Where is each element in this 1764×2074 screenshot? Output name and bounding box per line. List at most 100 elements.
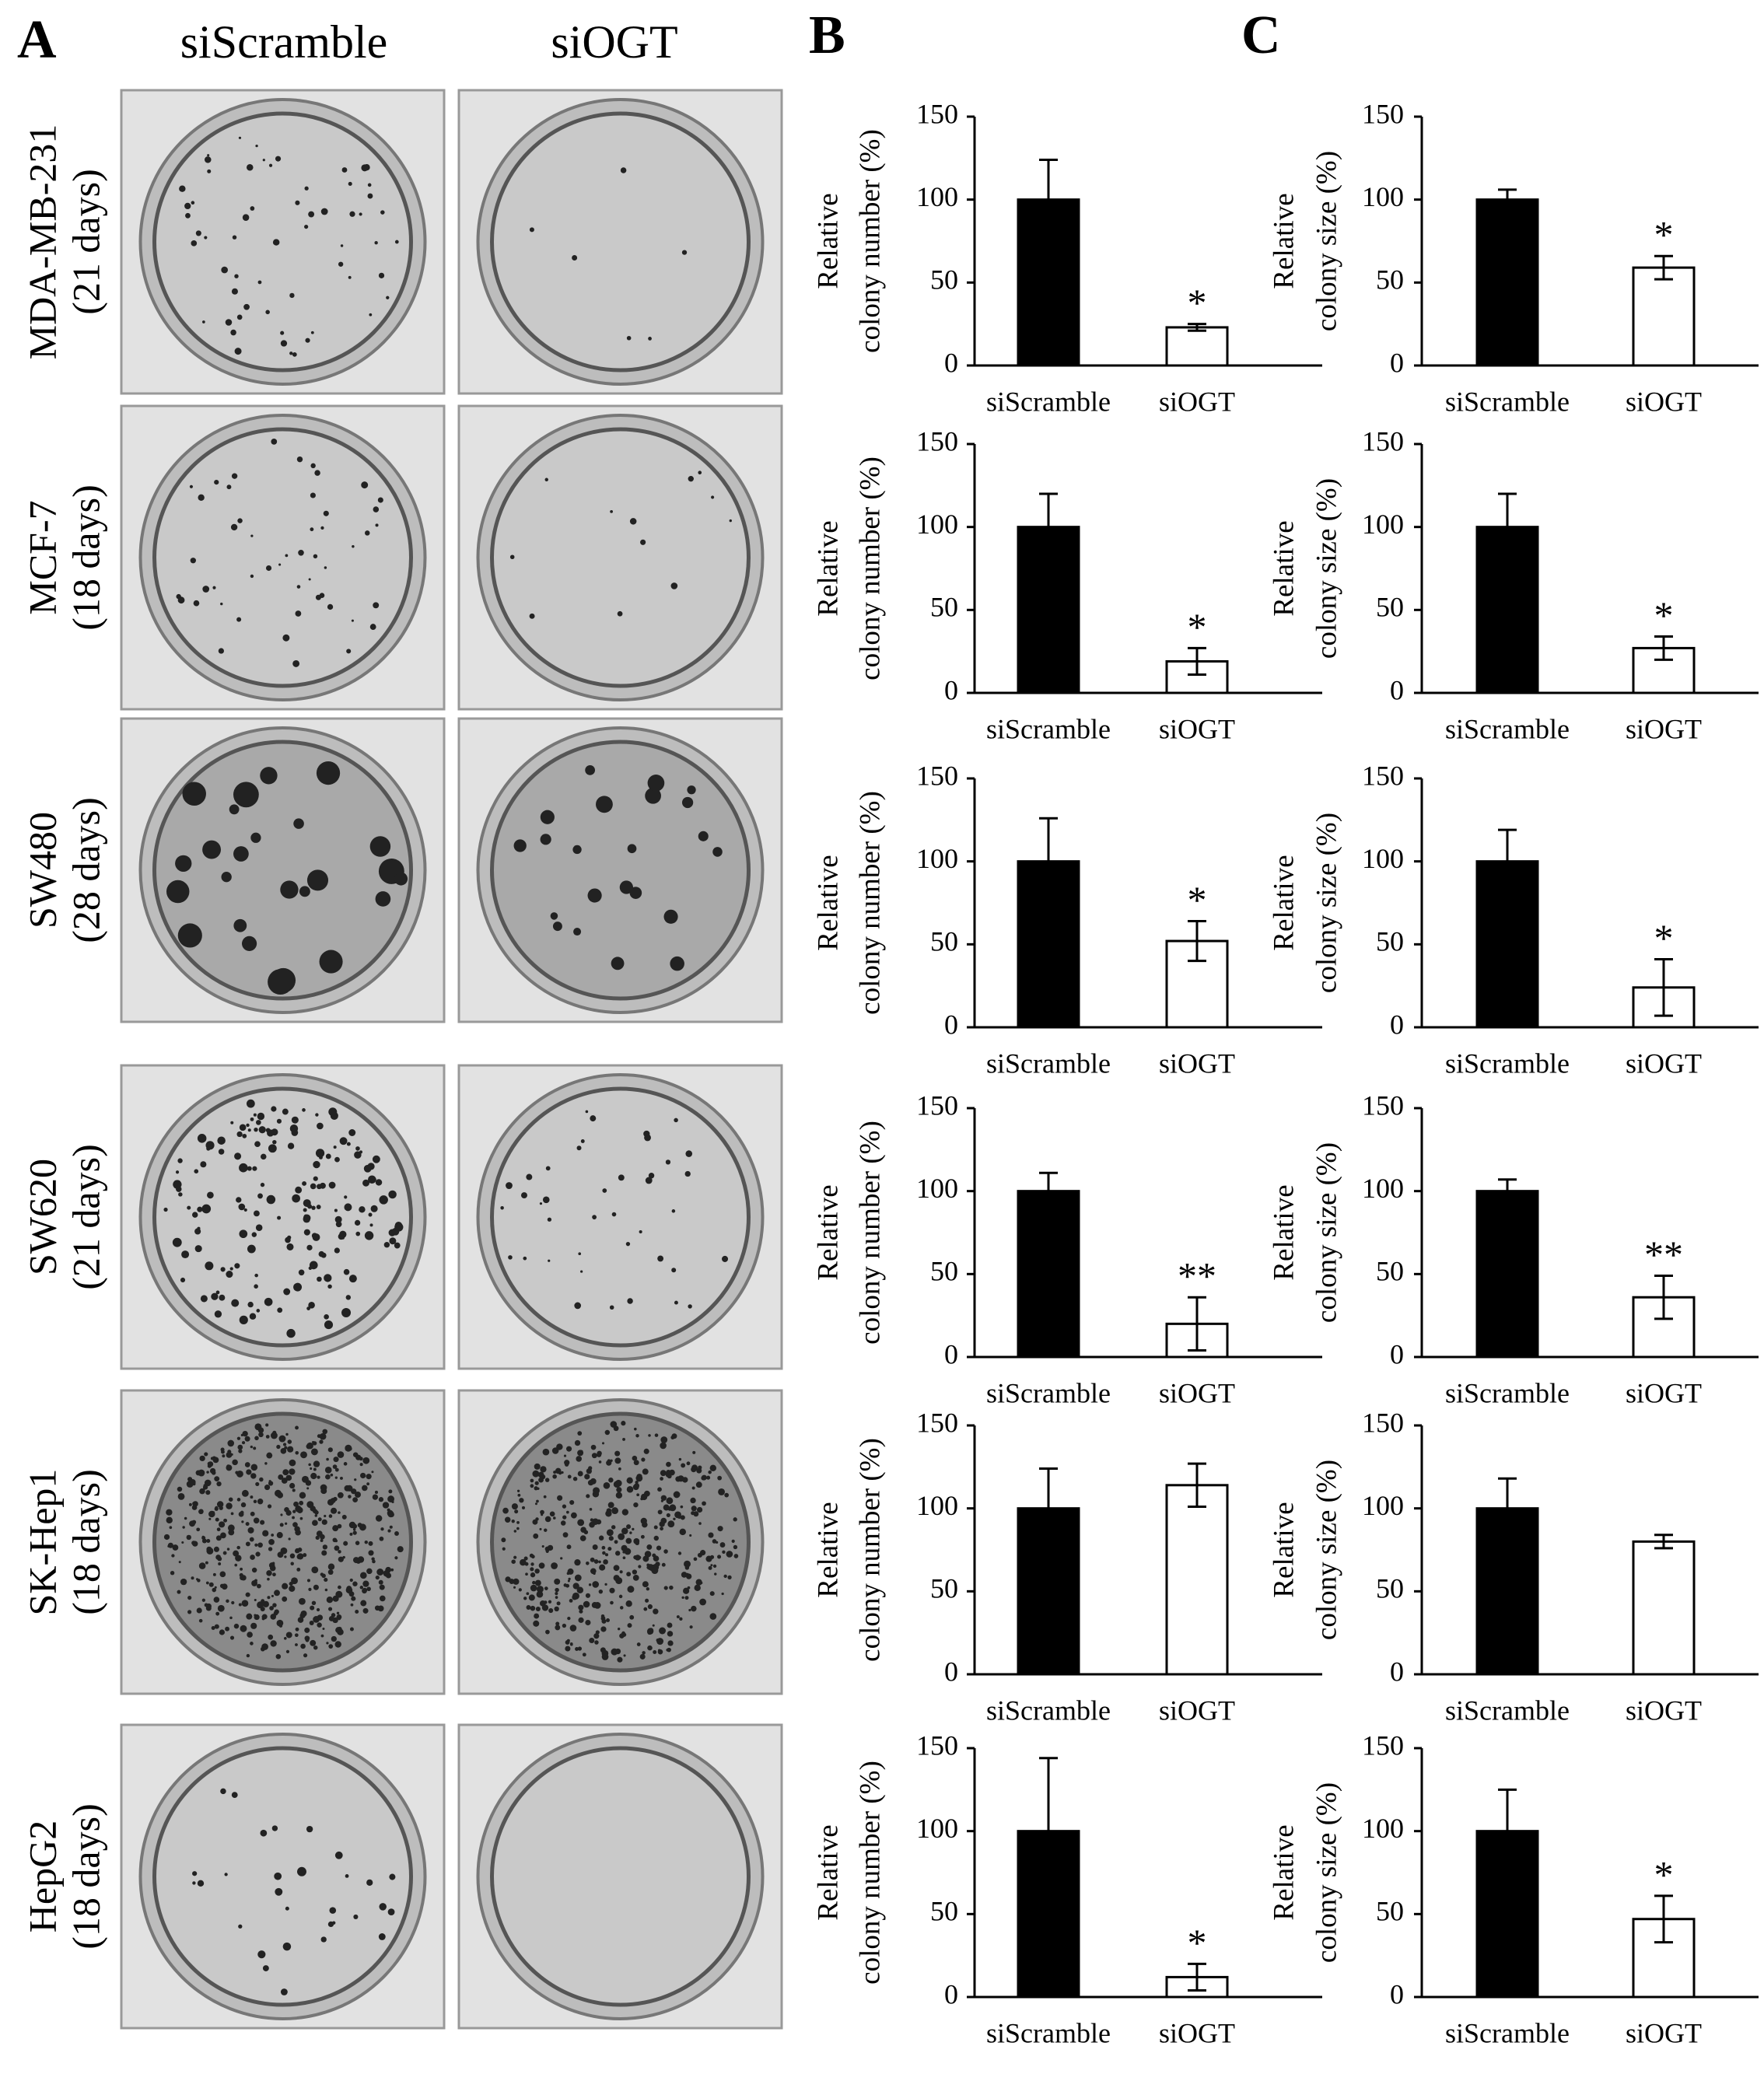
- colony: [686, 1461, 691, 1466]
- colony: [373, 602, 380, 609]
- colony: [629, 887, 642, 899]
- y-axis-label: Relative: [812, 520, 844, 616]
- x-tick-label: siOGT: [1626, 386, 1702, 417]
- colony: [374, 1490, 379, 1495]
- colony: [653, 1535, 659, 1541]
- colony: [328, 1107, 338, 1117]
- colony: [196, 1607, 202, 1614]
- colony: [554, 1606, 559, 1612]
- colony: [219, 1294, 226, 1301]
- colony: [250, 1473, 257, 1479]
- colony: [324, 566, 327, 569]
- colony: [313, 1460, 320, 1467]
- colony: [644, 1490, 650, 1497]
- colony: [282, 1596, 288, 1602]
- row-label: (28 days): [64, 797, 107, 943]
- colony: [229, 804, 240, 815]
- colony: [517, 1493, 521, 1497]
- colony: [699, 1598, 706, 1606]
- colony: [602, 1551, 606, 1555]
- colony: [260, 767, 278, 785]
- colony: [254, 1141, 261, 1148]
- significance-label: *: [1654, 593, 1674, 637]
- colony: [289, 1482, 296, 1489]
- colony: [230, 329, 236, 336]
- colony: [170, 1571, 175, 1576]
- colony: [291, 1129, 299, 1136]
- colony: [292, 1488, 296, 1492]
- colony: [569, 1598, 573, 1603]
- colony: [729, 519, 732, 523]
- colony: [625, 1537, 632, 1544]
- colony: [593, 1559, 599, 1564]
- row-label: (18 days): [64, 1803, 107, 1949]
- colony: [708, 1532, 714, 1538]
- y-tick-label: 50: [930, 1896, 958, 1927]
- bar: [1632, 1540, 1696, 1676]
- colony: [308, 1302, 315, 1309]
- colony: [598, 1560, 601, 1564]
- colony: [310, 1448, 318, 1456]
- colony: [177, 1492, 185, 1500]
- colony: [529, 613, 535, 619]
- colony: [234, 1563, 238, 1567]
- colony: [679, 1617, 683, 1621]
- colony: [533, 1533, 539, 1539]
- colony: [220, 1532, 226, 1539]
- colony: [573, 928, 582, 936]
- colony: [245, 1541, 250, 1547]
- colony: [717, 1475, 723, 1481]
- colony: [289, 292, 295, 299]
- colony: [618, 1467, 621, 1471]
- colony: [218, 1562, 222, 1565]
- colony: [222, 1551, 227, 1555]
- y-tick-label: 100: [916, 843, 958, 874]
- colony: [234, 1263, 240, 1269]
- y-tick-label: 0: [1390, 1656, 1404, 1687]
- colony: [255, 1481, 260, 1487]
- colony: [588, 1466, 593, 1471]
- colony: [285, 1474, 292, 1481]
- colony: [562, 1515, 567, 1520]
- colony: [246, 1123, 250, 1128]
- colony: [233, 782, 259, 808]
- colony: [265, 1435, 270, 1439]
- colony: [379, 1584, 385, 1590]
- colony: [625, 1241, 631, 1247]
- colony: [202, 1485, 208, 1490]
- colony: [621, 1421, 626, 1426]
- colony: [656, 1638, 660, 1642]
- colony: [313, 1160, 320, 1169]
- y-tick-label: 100: [1362, 1490, 1404, 1521]
- y-axis-label: colony number (%): [854, 456, 886, 680]
- colony: [534, 1579, 541, 1586]
- colony: [215, 1611, 220, 1616]
- colony: [221, 872, 232, 883]
- colony: [626, 1485, 634, 1493]
- colony: [260, 1520, 265, 1525]
- colony: [709, 1555, 715, 1559]
- colony: [304, 1627, 310, 1633]
- colony: [315, 1113, 319, 1117]
- colony: [667, 1647, 671, 1653]
- colony: [181, 1541, 184, 1544]
- colony: [213, 1597, 220, 1603]
- colony: [560, 1520, 566, 1526]
- x-tick-label: siScramble: [986, 1047, 1111, 1079]
- significance-label: *: [1188, 281, 1207, 324]
- colony: [575, 1647, 579, 1651]
- colony: [230, 523, 238, 531]
- colony: [338, 1233, 345, 1240]
- significance-label: *: [1654, 1852, 1674, 1896]
- colony: [543, 1495, 547, 1499]
- plate-well: [152, 1086, 413, 1348]
- y-tick-label: 150: [1362, 1089, 1404, 1121]
- colony: [317, 1434, 321, 1439]
- colony: [262, 1965, 269, 1971]
- colony: [622, 1556, 626, 1560]
- panel-label: B: [809, 5, 845, 65]
- colony: [563, 1454, 567, 1457]
- x-tick-label: siScramble: [986, 1377, 1111, 1408]
- colony: [369, 313, 373, 317]
- colony: [324, 1320, 334, 1330]
